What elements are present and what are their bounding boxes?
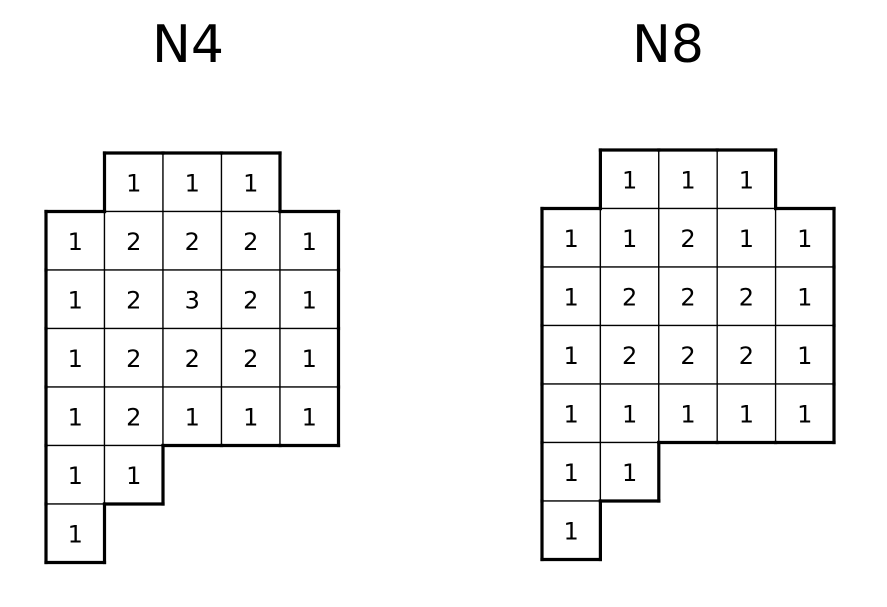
n4-cell-r1-c3 bbox=[220, 210, 281, 271]
n4-cell-value: 2 bbox=[126, 403, 141, 431]
n4-cell-r5-c0 bbox=[45, 444, 106, 505]
n4-cell-value: 1 bbox=[302, 228, 317, 256]
n4-cell-r2-c1 bbox=[103, 269, 164, 330]
n8-cell-r5-c1 bbox=[599, 441, 660, 502]
n4-title: N4 bbox=[152, 15, 224, 75]
n4-cell-value: 1 bbox=[302, 345, 317, 373]
n4-cell-value: 1 bbox=[243, 169, 258, 197]
n8-cell-value: 1 bbox=[680, 166, 695, 194]
n4-cell-value: 1 bbox=[243, 403, 258, 431]
n4-cell-r4-c4 bbox=[279, 386, 340, 447]
n4-cell-value: 2 bbox=[126, 228, 141, 256]
n4-cell-r3-c4 bbox=[279, 327, 340, 388]
n4-cell-value: 1 bbox=[68, 403, 83, 431]
n4-cell-value: 2 bbox=[126, 345, 141, 373]
n8-cell-r3-c2 bbox=[658, 324, 718, 385]
n4-cell-value: 1 bbox=[68, 286, 83, 314]
n4-cell-value: 1 bbox=[185, 403, 200, 431]
n4-cell-value: 1 bbox=[185, 169, 200, 197]
n8-cell-value: 2 bbox=[739, 283, 754, 311]
n8-cell-r1-c4 bbox=[774, 207, 835, 268]
n8-cell-value: 1 bbox=[564, 459, 579, 487]
n4-cell-r3-c0 bbox=[45, 327, 106, 388]
n4-cell-r2-c4 bbox=[279, 269, 340, 330]
n4-cell-value: 1 bbox=[302, 286, 317, 314]
n8-cell-value: 2 bbox=[622, 342, 637, 370]
n8-cell-value: 1 bbox=[564, 342, 579, 370]
n8-cell-value: 1 bbox=[680, 400, 695, 428]
n8-cell-r1-c1 bbox=[599, 207, 660, 268]
n4-cell-r6-c0 bbox=[45, 503, 106, 564]
n8-cell-value: 2 bbox=[739, 342, 754, 370]
n4-cell-value: 1 bbox=[126, 462, 141, 490]
n8-cell-r2-c3 bbox=[716, 266, 777, 327]
n4-cell-r1-c1 bbox=[103, 210, 164, 271]
n4-cell-r1-c4 bbox=[279, 210, 340, 271]
n4-cell-r1-c2 bbox=[162, 210, 223, 271]
n8-cell-r2-c4 bbox=[774, 266, 835, 327]
n4-cell-r2-c3 bbox=[220, 269, 281, 330]
n8-cell-value: 1 bbox=[564, 283, 579, 311]
n4-cell-value: 1 bbox=[126, 169, 141, 197]
n4-cell-value: 2 bbox=[243, 286, 258, 314]
n8-cell-value: 1 bbox=[622, 225, 637, 253]
n8-cell-r0-c2 bbox=[658, 149, 718, 210]
n8-title: N8 bbox=[632, 15, 704, 75]
n4-cell-value: 2 bbox=[126, 286, 141, 314]
n4-cell-value: 1 bbox=[68, 462, 83, 490]
n4-cell-value: 2 bbox=[185, 228, 200, 256]
n8-cell-value: 1 bbox=[622, 166, 637, 194]
n8-cell-r4-c2 bbox=[658, 383, 718, 444]
n4-cell-r2-c2 bbox=[162, 269, 223, 330]
n8-cell-value: 1 bbox=[797, 225, 812, 253]
n8-cell-r2-c0 bbox=[541, 266, 602, 327]
n4-cell-value: 2 bbox=[185, 345, 200, 373]
n8-cell-value: 2 bbox=[680, 283, 695, 311]
n8-cell-r3-c1 bbox=[599, 324, 660, 385]
n8-grid: 1 1 1 1 1 2 1 1 1 2 2 2 1 1 2 2 2 1 1 1 1 1 1 1 1 1 bbox=[540, 148, 836, 562]
n8-cell-r6-c0 bbox=[541, 500, 602, 561]
n8-cell-value: 1 bbox=[739, 166, 754, 194]
n8-cell-value: 1 bbox=[797, 400, 812, 428]
n4-cell-value: 2 bbox=[243, 345, 258, 373]
n8-cell-value: 1 bbox=[622, 459, 637, 487]
n8-cell-value: 1 bbox=[739, 225, 754, 253]
n4-cell-value: 1 bbox=[302, 403, 317, 431]
n8-cell-value: 2 bbox=[680, 225, 695, 253]
n4-cell-value: 1 bbox=[68, 228, 83, 256]
n8-cell-value: 1 bbox=[797, 342, 812, 370]
n4-grid: 1 1 1 1 2 2 2 1 1 2 3 2 1 1 2 2 2 1 1 2 1 1 1 1 1 1 bbox=[44, 151, 341, 565]
n8-cell-r0-c3 bbox=[716, 149, 777, 210]
n8-cell-value: 1 bbox=[564, 517, 579, 545]
n8-cell-value: 1 bbox=[564, 225, 579, 253]
n8-cell-value: 1 bbox=[564, 400, 579, 428]
n4-cell-value: 3 bbox=[185, 286, 200, 314]
n8-cell-value: 2 bbox=[622, 283, 637, 311]
n8-cell-r4-c3 bbox=[716, 383, 777, 444]
n4-cell-r4-c2 bbox=[162, 386, 223, 447]
n4-cell-value: 2 bbox=[243, 228, 258, 256]
n4-cell-value: 1 bbox=[68, 520, 83, 548]
n4-cell-r3-c3 bbox=[220, 327, 281, 388]
n8-cell-value: 1 bbox=[797, 283, 812, 311]
n8-cell-r4-c0 bbox=[541, 383, 602, 444]
n4-cell-value: 1 bbox=[68, 345, 83, 373]
n8-cell-value: 2 bbox=[680, 342, 695, 370]
n8-cell-value: 1 bbox=[622, 400, 637, 428]
n8-cell-value: 1 bbox=[739, 400, 754, 428]
